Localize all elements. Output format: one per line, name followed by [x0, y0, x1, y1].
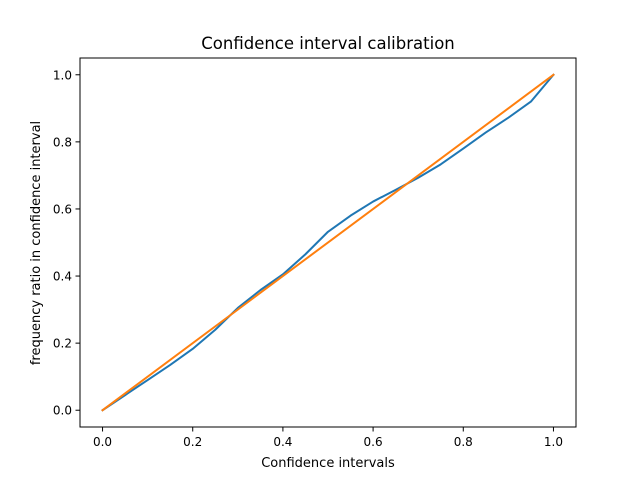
y-tick-label: 0.8 [53, 135, 72, 149]
y-axis-ticks: 0.0 0.2 0.4 0.6 0.8 1.0 [53, 68, 80, 418]
y-tick-label: 0.0 [53, 404, 72, 418]
series-line-2 [101, 73, 555, 412]
x-axis-label: Confidence intervals [261, 456, 395, 471]
x-axis-ticks: 0.0 0.2 0.4 0.6 0.8 1.0 [93, 427, 563, 449]
plot-area [101, 73, 555, 412]
chart-title: Confidence interval calibration [201, 34, 455, 53]
x-tick-label: 0.6 [364, 435, 383, 449]
x-tick-label: 1.0 [544, 435, 563, 449]
x-tick-label: 0.0 [93, 435, 112, 449]
x-tick-label: 0.2 [183, 435, 202, 449]
y-tick-label: 0.6 [53, 202, 72, 216]
y-axis-label: frequency ratio in confidence interval [29, 121, 44, 365]
y-tick-label: 1.0 [53, 68, 72, 82]
series-line-1 [101, 73, 555, 412]
y-tick-label: 0.2 [53, 337, 72, 351]
x-tick-label: 0.4 [273, 435, 292, 449]
axes-frame [79, 57, 577, 428]
x-tick-label: 0.8 [454, 435, 473, 449]
y-tick-label: 0.4 [53, 270, 72, 284]
